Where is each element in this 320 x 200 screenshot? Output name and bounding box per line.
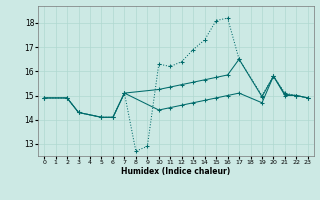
X-axis label: Humidex (Indice chaleur): Humidex (Indice chaleur): [121, 167, 231, 176]
